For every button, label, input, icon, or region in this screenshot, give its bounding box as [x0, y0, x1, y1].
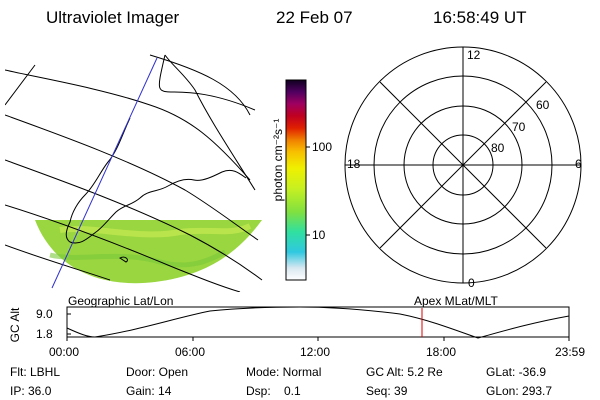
altitude-plot — [66, 306, 570, 341]
colorbar-tick-10: 10 — [312, 228, 326, 242]
colorbar-tick-100: 100 — [312, 140, 333, 154]
polar-plot — [344, 46, 582, 284]
alt-tick-1-8: 1.8 — [36, 327, 53, 341]
mode-info: Mode: Normal — [246, 365, 322, 379]
polar-label-12: 12 — [467, 48, 481, 62]
door-info: Door: Open — [126, 365, 189, 379]
time-tick-2359: 23:59 — [555, 345, 586, 359]
filter-info: Flt: LBHL — [10, 365, 61, 379]
coastline — [65, 117, 247, 244]
time-tick-1800: 18:00 — [426, 345, 457, 359]
instrument-title: Ultraviolet Imager — [46, 8, 180, 27]
altitude-axis-label: GC Alt — [8, 307, 22, 343]
polar-lat-70: 70 — [512, 120, 526, 134]
orbit-track — [51, 57, 158, 289]
map-label: Geographic Lat/Lon — [68, 294, 174, 308]
polar-label-0: 0 — [468, 276, 475, 290]
altitude-curve — [66, 306, 570, 339]
alt-tick-9: 9.0 — [36, 307, 53, 321]
colorbar-label: photon cm⁻²s⁻¹ — [271, 118, 285, 202]
time-tick-1200: 12:00 — [300, 345, 331, 359]
gc-alt-info: GC Alt: 5.2 Re — [366, 365, 443, 379]
polar-label-6: 6 — [575, 157, 582, 171]
polar-lat-60: 60 — [536, 98, 550, 112]
seq-info: Seq: 39 — [366, 384, 408, 398]
ip-info: IP: 36.0 — [10, 384, 52, 398]
gain-info: Gain: 14 — [126, 384, 172, 398]
observation-date: 22 Feb 07 — [276, 8, 353, 27]
dsp-info: Dsp: 0.1 — [246, 384, 301, 398]
observation-time: 16:58:49 UT — [433, 8, 527, 27]
time-tick-0600: 06:00 — [175, 345, 206, 359]
glat-info: GLat: -36.9 — [486, 365, 547, 379]
colorbar — [285, 79, 307, 281]
glon-info: GLon: 293.7 — [486, 384, 553, 398]
geographic-map — [5, 54, 263, 292]
polar-map-label: Apex MLat/MLT — [414, 294, 498, 308]
time-tick-0000: 00:00 — [49, 345, 80, 359]
polar-lat-80: 80 — [491, 141, 505, 155]
polar-label-18: 18 — [347, 157, 361, 171]
